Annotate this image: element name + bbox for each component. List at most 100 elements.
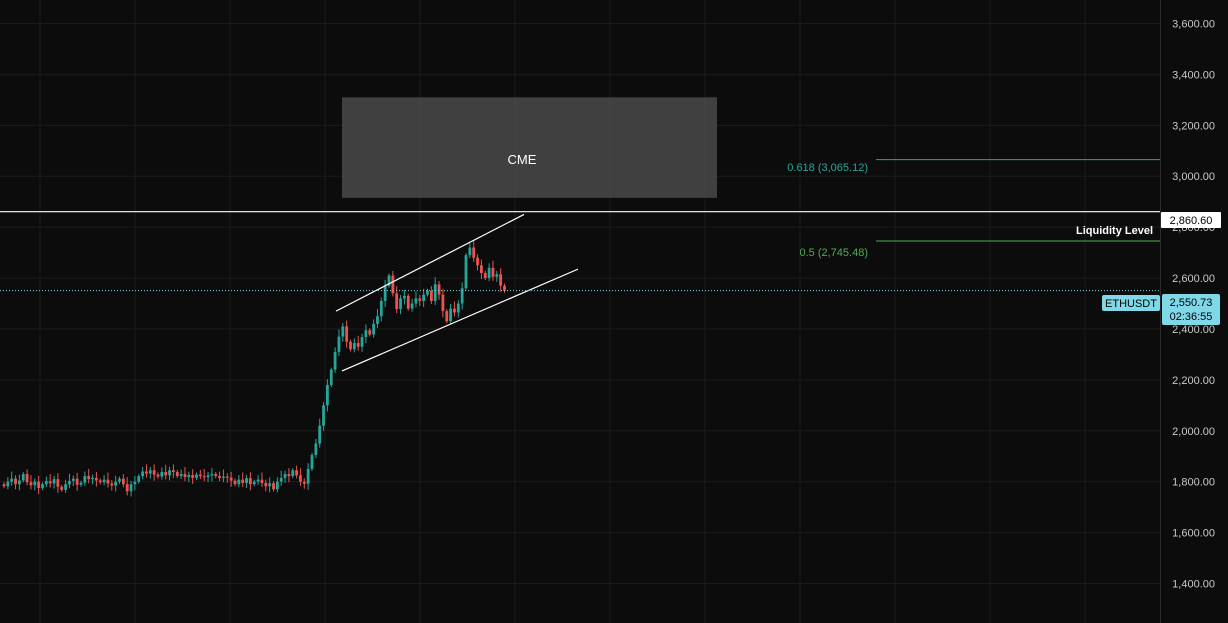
liquidity-price-value: 2,860.60 bbox=[1170, 215, 1213, 227]
candle-body bbox=[399, 298, 402, 310]
y-tick-label: 2,000.00 bbox=[1172, 426, 1215, 438]
candle-body bbox=[349, 341, 352, 350]
horizontal-levels[interactable] bbox=[0, 159, 1160, 292]
candle-body bbox=[491, 267, 495, 277]
candle-body bbox=[56, 479, 60, 487]
candle-body bbox=[345, 326, 349, 342]
grid bbox=[0, 0, 1160, 623]
symbol-tag-text: ETHUSDT bbox=[1105, 298, 1157, 310]
candle-body bbox=[6, 481, 10, 487]
candle-body bbox=[279, 477, 283, 482]
candle-body bbox=[41, 484, 44, 489]
candle-body bbox=[110, 483, 114, 486]
y-tick-label: 2,600.00 bbox=[1172, 273, 1215, 285]
candle-body bbox=[453, 308, 456, 313]
y-tick-label: 3,600.00 bbox=[1172, 19, 1215, 31]
candle-body bbox=[410, 303, 414, 309]
candle-body bbox=[195, 474, 198, 478]
candle-body bbox=[460, 288, 464, 304]
candle-body bbox=[152, 470, 156, 475]
y-tick-label: 1,800.00 bbox=[1172, 477, 1215, 489]
candle-body bbox=[102, 479, 106, 483]
candle-body bbox=[480, 265, 483, 273]
candle-body bbox=[79, 482, 83, 485]
candle-body bbox=[145, 471, 148, 474]
candle-body bbox=[379, 300, 383, 317]
price-channel[interactable] bbox=[335, 213, 579, 372]
candle-body bbox=[68, 480, 71, 485]
candle-body bbox=[306, 468, 310, 484]
candle-body bbox=[472, 247, 476, 258]
candle-body bbox=[237, 479, 241, 485]
candle-body bbox=[433, 284, 437, 301]
candle-body bbox=[25, 474, 29, 483]
candle-body bbox=[83, 476, 87, 483]
cme-label: CME bbox=[508, 152, 537, 167]
candle-body bbox=[326, 384, 329, 406]
candle-body bbox=[368, 330, 372, 335]
candle-body bbox=[106, 479, 110, 484]
candle-body bbox=[468, 247, 472, 256]
candle-body bbox=[148, 470, 152, 474]
candle-body bbox=[183, 474, 187, 478]
candle-body bbox=[48, 481, 52, 484]
liquidity-level-label: Liquidity Level bbox=[1076, 225, 1153, 237]
candle-body bbox=[71, 478, 75, 481]
candle-body bbox=[302, 481, 306, 484]
candle-body bbox=[403, 295, 406, 299]
candle-body bbox=[52, 479, 56, 484]
candle-body bbox=[337, 336, 341, 352]
y-tick-label: 1,400.00 bbox=[1172, 579, 1215, 591]
candle-body bbox=[391, 275, 395, 294]
candle-body bbox=[422, 294, 426, 301]
candle-body bbox=[91, 477, 94, 480]
candle-body bbox=[37, 481, 41, 489]
y-tick-label: 2,400.00 bbox=[1172, 324, 1215, 336]
candle-body bbox=[449, 308, 452, 322]
candle-body bbox=[137, 476, 141, 482]
price-axis[interactable]: 3,600.003,400.003,200.003,000.002,800.00… bbox=[1160, 0, 1216, 623]
candle-body bbox=[487, 267, 491, 279]
candle-body bbox=[241, 479, 245, 483]
candle-body bbox=[252, 481, 256, 485]
candle-body bbox=[291, 470, 295, 477]
channel-lower-line[interactable] bbox=[341, 268, 579, 372]
candle-body bbox=[133, 481, 137, 485]
candle-body bbox=[218, 476, 221, 479]
y-tick-label: 2,200.00 bbox=[1172, 375, 1215, 387]
candle-body bbox=[295, 470, 298, 476]
candle-body bbox=[118, 478, 121, 482]
channel-upper-line[interactable] bbox=[335, 213, 525, 312]
candle-body bbox=[364, 330, 368, 338]
candle-body bbox=[175, 472, 179, 477]
candle-body bbox=[264, 482, 268, 487]
cme-zone-rect[interactable] bbox=[342, 97, 717, 198]
candle-body bbox=[333, 351, 337, 370]
candle-body bbox=[503, 285, 506, 291]
candle-body bbox=[29, 482, 33, 486]
candle-body bbox=[341, 326, 345, 337]
candle-body bbox=[318, 425, 322, 444]
y-tick-label: 3,200.00 bbox=[1172, 120, 1215, 132]
candle-body bbox=[98, 480, 102, 483]
y-tick-label: 1,600.00 bbox=[1172, 528, 1215, 540]
candle-body bbox=[229, 477, 233, 481]
candle-body bbox=[2, 484, 6, 487]
candle-body bbox=[395, 293, 399, 310]
candle-body bbox=[495, 274, 499, 277]
candle-body bbox=[352, 342, 356, 350]
candle-body bbox=[33, 481, 37, 486]
candle-body bbox=[360, 337, 364, 347]
candles bbox=[2, 240, 506, 497]
candle-body bbox=[314, 443, 318, 455]
countdown-timer: 02:36:55 bbox=[1170, 311, 1213, 323]
candle-body bbox=[172, 470, 175, 473]
candle-body bbox=[483, 272, 487, 279]
candle-body bbox=[256, 479, 260, 482]
candle-body bbox=[441, 294, 445, 312]
candle-body bbox=[198, 474, 202, 477]
candle-body bbox=[206, 475, 210, 478]
candle-body bbox=[499, 274, 503, 286]
current-price-value: 2,550.73 bbox=[1170, 297, 1213, 309]
cme-zone[interactable] bbox=[342, 97, 717, 198]
